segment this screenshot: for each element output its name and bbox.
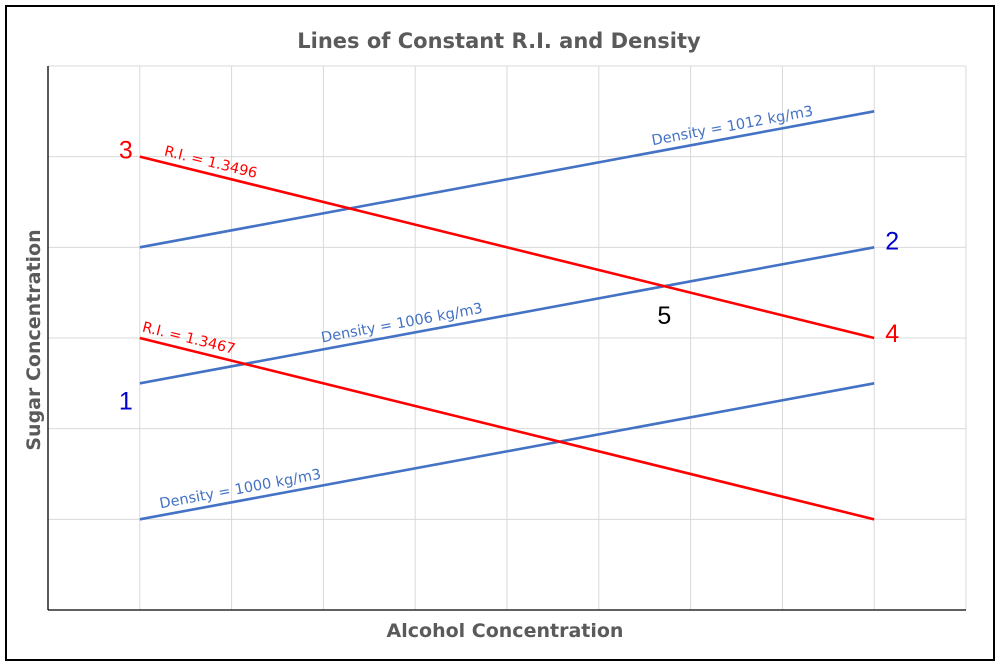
series-label-5: R.I. = 1.3496 xyxy=(163,144,259,182)
point-label-5: 5 xyxy=(657,302,671,330)
series-label-4: R.I. = 1.3467 xyxy=(141,320,237,358)
y-axis-title: Sugar Concentration xyxy=(23,229,45,450)
series-line-3 xyxy=(139,110,875,249)
point-label-4: 4 xyxy=(885,320,899,348)
point-label-1: 1 xyxy=(119,387,133,415)
series-layer xyxy=(139,110,875,521)
chart-frame xyxy=(5,5,995,661)
series-line-4 xyxy=(139,336,875,521)
x-axis-title: Alcohol Concentration xyxy=(387,620,624,642)
series-line-5 xyxy=(139,155,875,340)
point-label-2: 2 xyxy=(885,227,899,255)
point-label-3: 3 xyxy=(119,137,133,165)
series-line-2 xyxy=(139,246,875,385)
series-line-1 xyxy=(139,382,875,521)
chart-title: Lines of Constant R.I. and Density xyxy=(297,29,701,53)
